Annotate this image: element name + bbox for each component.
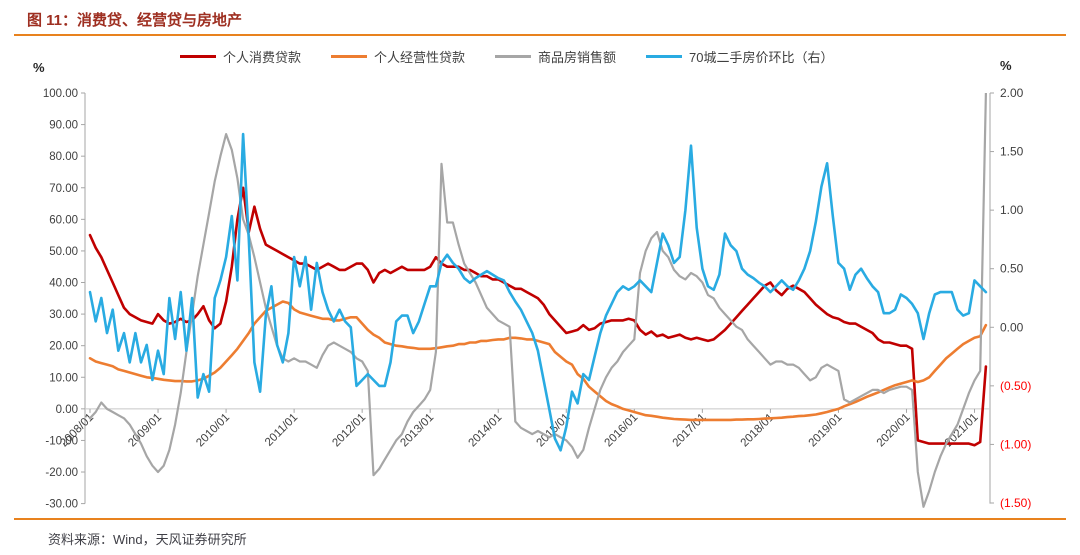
left-axis-tick-label: 80.00 bbox=[49, 151, 78, 163]
left-axis-tick-label: -30.00 bbox=[45, 499, 78, 511]
chart-legend: 个人消费贷款 个人经营性贷款 商品房销售额 70城二手房价环比（右） bbox=[180, 47, 834, 66]
left-axis-tick-label: 20.00 bbox=[49, 341, 78, 353]
x-axis-tick-label: 2017/01 bbox=[671, 411, 709, 449]
left-axis-tick-label: -20.00 bbox=[45, 467, 78, 479]
right-axis-tick-label: (0.50) bbox=[1000, 379, 1031, 393]
x-axis-tick-label: 2014/01 bbox=[466, 411, 504, 449]
legend-item-70city-price: 70城二手房价环比（右） bbox=[646, 47, 834, 66]
legend-line-swatch bbox=[180, 55, 216, 58]
legend-item-housing-sales: 商品房销售额 bbox=[495, 47, 616, 66]
series-line-1 bbox=[88, 300, 988, 422]
x-axis-tick-label: 2011/01 bbox=[263, 411, 300, 448]
right-axis-tick-label: 2.00 bbox=[1000, 86, 1024, 100]
legend-label: 个人消费贷款 bbox=[223, 50, 302, 65]
title-divider bbox=[14, 34, 1066, 36]
figure-title: 图 11：消费贷、经营贷与房地产 bbox=[27, 12, 243, 29]
right-axis-unit: % bbox=[1000, 58, 1012, 73]
series-layer bbox=[88, 93, 988, 508]
left-axis-tick-label: 50.00 bbox=[49, 246, 78, 258]
left-axis-tick-label: -10.00 bbox=[45, 435, 78, 447]
series-line-2 bbox=[88, 93, 988, 508]
legend-item-consumer-loan: 个人消费贷款 bbox=[180, 47, 301, 66]
series-line-0 bbox=[88, 186, 988, 447]
right-axis-tick-label: 1.00 bbox=[1000, 203, 1024, 217]
left-axis-unit: % bbox=[33, 60, 45, 75]
left-axis-tick-label: 60.00 bbox=[49, 214, 78, 226]
left-axis-tick-label: 100.00 bbox=[43, 88, 78, 100]
legend-label: 个人经营性贷款 bbox=[374, 50, 466, 65]
x-axis-tick-label: 2016/01 bbox=[603, 411, 641, 449]
left-axis-tick-label: 90.00 bbox=[49, 120, 78, 132]
right-axis-tick-label: 0.50 bbox=[1000, 262, 1024, 276]
right-axis-tick-label: (1.00) bbox=[1000, 437, 1031, 451]
left-axis-tick-label: 40.00 bbox=[49, 278, 78, 290]
right-axis-tick-label: 1.50 bbox=[1000, 145, 1024, 159]
left-axis-tick-label: 10.00 bbox=[49, 372, 78, 384]
x-axis-tick-label: 2010/01 bbox=[194, 411, 232, 449]
x-axis-tick-label: 2019/01 bbox=[807, 411, 845, 449]
right-axis-tick-label: 0.00 bbox=[1000, 320, 1024, 334]
footer-divider bbox=[14, 518, 1066, 520]
right-axis-tick-label: (1.50) bbox=[1000, 496, 1031, 510]
left-axis-tick-label: 70.00 bbox=[49, 183, 78, 195]
source-note: 资料来源：Wind，天风证券研究所 bbox=[48, 532, 247, 547]
x-axis-tick-label: 2012/01 bbox=[330, 411, 368, 449]
legend-label: 70城二手房价环比（右） bbox=[689, 50, 834, 65]
legend-line-swatch bbox=[331, 55, 368, 58]
series-line-3 bbox=[88, 132, 988, 452]
legend-item-business-loan: 个人经营性贷款 bbox=[331, 47, 465, 66]
left-axis-tick-label: 0.00 bbox=[56, 404, 78, 416]
legend-label: 商品房销售额 bbox=[538, 50, 617, 65]
x-axis-tick-label: 2020/01 bbox=[875, 411, 913, 449]
left-axis-tick-label: 30.00 bbox=[49, 309, 78, 321]
legend-line-swatch bbox=[646, 55, 683, 58]
legend-line-swatch bbox=[495, 55, 532, 58]
